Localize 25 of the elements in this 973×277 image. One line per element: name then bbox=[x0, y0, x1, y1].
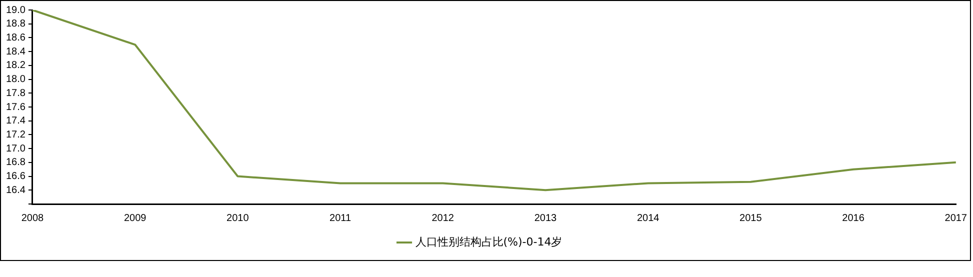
y-tick-label: 16.4 bbox=[6, 184, 26, 196]
y-tick-label: 18.0 bbox=[6, 74, 26, 86]
y-tick-label: 17.4 bbox=[6, 116, 26, 127]
x-tick-label: 2015 bbox=[740, 212, 762, 224]
x-tick-label: 2011 bbox=[330, 212, 352, 224]
y-tick-label: 18.2 bbox=[6, 60, 26, 72]
x-tick-label: 2014 bbox=[636, 212, 660, 224]
x-tick-label: 2010 bbox=[226, 212, 250, 224]
x-tick-label: 2012 bbox=[432, 212, 454, 224]
y-tick-label: 19.0 bbox=[6, 4, 26, 16]
y-tick-label: 18.4 bbox=[6, 46, 26, 58]
y-tick-label: 18.6 bbox=[6, 32, 26, 44]
x-tick-label: 2017 bbox=[944, 212, 968, 224]
y-tick-label: 17.0 bbox=[6, 143, 26, 154]
legend-label: 人口性别结构占比(%)-0-14岁 bbox=[415, 235, 562, 248]
x-tick-label: 2016 bbox=[842, 212, 865, 224]
x-tick-label: 2013 bbox=[534, 212, 558, 224]
y-tick-label: 16.6 bbox=[6, 171, 26, 182]
y-tick-label: 16.8 bbox=[6, 157, 26, 168]
y-tick-label: 17.8 bbox=[6, 88, 26, 99]
y-tick-label: 18.8 bbox=[6, 18, 26, 30]
x-tick-label: 2008 bbox=[21, 212, 44, 224]
y-tick-label: 17.6 bbox=[6, 102, 26, 113]
x-tick-label: 2009 bbox=[124, 212, 147, 224]
y-tick-label: 17.2 bbox=[6, 129, 26, 140]
